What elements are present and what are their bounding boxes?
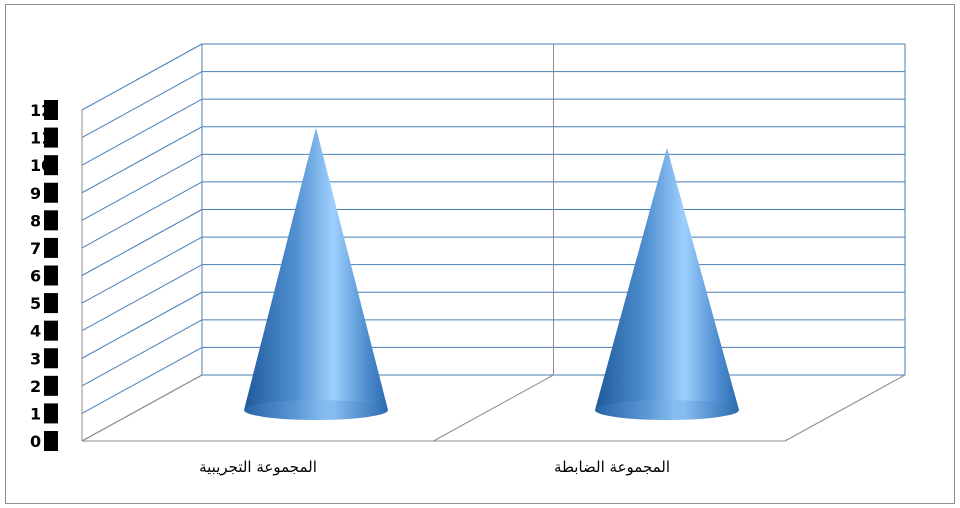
y-tick-label: 12 <box>30 101 52 120</box>
y-tick-marker <box>44 348 58 369</box>
y-tick-label: 11 <box>30 129 52 148</box>
y-tick-label: 9 <box>30 184 41 203</box>
y-tick-marker <box>44 265 58 286</box>
cone-body <box>595 147 739 421</box>
gridline-side <box>81 126 203 194</box>
y-tick-marker <box>44 155 58 176</box>
y-tick-label: 8 <box>30 211 41 230</box>
cone-2 <box>595 147 739 421</box>
floor-divider <box>433 374 554 442</box>
gridline-side <box>81 98 203 166</box>
y-tick-label: 5 <box>30 294 41 313</box>
cone-base <box>244 400 388 420</box>
y-tick-label: 2 <box>30 377 41 396</box>
y-tick-label: 7 <box>30 239 41 258</box>
floor-left-edge <box>81 374 203 442</box>
y-tick-label: 4 <box>30 322 41 341</box>
gridline-side <box>81 43 203 111</box>
x-category-label: المجموعة الضابطة <box>554 458 670 476</box>
cone-1 <box>244 127 388 420</box>
y-tick-marker <box>44 182 58 203</box>
chart-frame <box>5 4 955 504</box>
y-tick-label: 0 <box>30 432 41 451</box>
gridline-side <box>81 264 203 332</box>
gridline-side <box>81 291 203 359</box>
y-tick-marker <box>44 320 58 341</box>
y-tick-label: 1 <box>30 404 41 423</box>
y-tick-marker <box>44 100 58 120</box>
y-tick-marker <box>44 127 58 148</box>
y-tick-label: 6 <box>30 267 41 286</box>
floor-right-edge <box>784 374 906 442</box>
gridline-side <box>81 236 203 304</box>
y-tick-marker <box>44 293 58 314</box>
y-tick-marker <box>44 375 58 396</box>
gridline-side <box>81 209 203 276</box>
gridline-side <box>81 181 203 249</box>
x-category-label: المجموعة التجريبية <box>199 458 317 476</box>
y-tick-marker <box>44 431 58 451</box>
gridline-side <box>81 71 203 139</box>
y-tick-label: 10 <box>30 156 52 175</box>
y-tick-label: 3 <box>30 349 41 368</box>
y-tick-marker <box>44 210 58 231</box>
y-tick-marker <box>44 403 58 424</box>
gridline-side <box>81 346 203 414</box>
cone-base <box>595 400 739 420</box>
cone-body <box>244 127 388 420</box>
gridline-side <box>81 319 203 387</box>
gridline-side <box>81 153 203 221</box>
y-tick-marker <box>44 237 58 258</box>
